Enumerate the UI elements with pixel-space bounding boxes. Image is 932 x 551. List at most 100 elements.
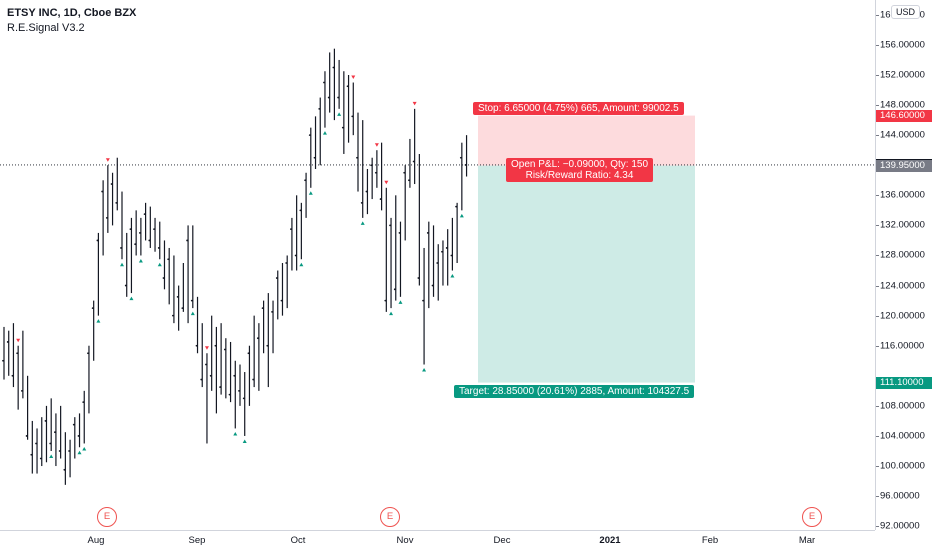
price-chart[interactable] <box>0 0 875 530</box>
ohlc-close-dot <box>360 201 363 204</box>
ohlc-close-dot <box>176 295 179 298</box>
price-tick-label: 132.00000 <box>880 219 925 231</box>
price-tick-label: 136.00000 <box>880 189 925 201</box>
price-tick-label: 124.00000 <box>880 280 925 292</box>
currency-button[interactable]: USD <box>891 5 921 19</box>
stop-label[interactable]: Stop: 6.65000 (4.75%) 665, Amount: 99002… <box>473 101 684 115</box>
ohlc-close-dot <box>247 352 250 355</box>
ohlc-close-dot <box>124 284 127 287</box>
ohlc-close-dot <box>181 307 184 310</box>
ohlc-close-dot <box>143 213 146 216</box>
ohlc-close-dot <box>256 337 259 340</box>
ohlc-close-dot <box>337 96 340 99</box>
buy-signal-marker <box>360 221 365 225</box>
buy-signal-marker <box>138 258 143 263</box>
sell-signal-marker <box>204 346 209 350</box>
ohlc-close-dot <box>285 262 288 264</box>
ohlc-close-dot <box>431 284 434 287</box>
buy-signal-marker <box>120 262 124 267</box>
price-tick-mark <box>876 315 879 317</box>
ohlc-close-dot <box>422 299 424 302</box>
price-tick-label: 156.00000 <box>880 39 925 51</box>
sell-signal-marker <box>16 338 21 343</box>
time-tick-label: Mar <box>798 535 816 546</box>
buy-signal-marker <box>459 213 464 218</box>
ohlc-close-dot <box>271 310 273 313</box>
ohlc-close-dot <box>341 126 344 129</box>
buy-signal-marker <box>49 454 54 458</box>
ohlc-close-dot <box>120 247 122 249</box>
price-tick-label: 104.00000 <box>880 430 925 442</box>
buy-signal-marker <box>337 112 342 116</box>
ohlc-close-dot <box>228 393 231 396</box>
ohlc-close-dot <box>63 468 66 471</box>
ohlc-close-dot <box>417 277 420 279</box>
time-scale[interactable]: Aug Sep Oct Nov Dec 2021 Feb Mar <box>0 530 875 551</box>
risk-reward-text: Risk/Reward Ratio: 4.34 <box>525 169 634 181</box>
sell-signal-marker <box>412 101 417 106</box>
open-pnl-label[interactable]: Open P&L: −0.09000, Qty: 150 Risk/Reward… <box>506 157 654 182</box>
ohlc-close-dot <box>266 344 269 347</box>
time-tick-label: Oct <box>290 535 306 546</box>
ohlc-close-dot <box>351 115 354 118</box>
ohlc-close-dot <box>68 450 70 452</box>
ohlc-close-dot <box>445 247 448 249</box>
ohlc-close-dot <box>134 243 137 246</box>
ohlc-close-dot <box>91 307 94 310</box>
indicator-name[interactable]: R.E.Signal V3.2 <box>7 22 85 34</box>
ohlc-close-dot <box>190 299 193 302</box>
ohlc-close-dot <box>72 423 75 426</box>
earnings-badge[interactable]: E <box>380 507 400 527</box>
price-label: 146.60000 <box>876 109 932 122</box>
ohlc-close-dot <box>374 171 377 174</box>
ohlc-close-dot <box>49 442 52 445</box>
price-tick-mark <box>876 466 879 468</box>
symbol-title[interactable]: ETSY INC, 1D, Cboe BZX <box>7 7 137 19</box>
buy-signal-marker <box>450 274 455 278</box>
price-tick-mark <box>876 405 879 407</box>
buy-signal-marker <box>242 439 247 443</box>
price-tick-mark <box>876 75 879 76</box>
ohlc-close-dot <box>261 307 264 310</box>
ohlc-close-dot <box>403 171 406 174</box>
price-scale[interactable]: 160.00000156.00000152.00000148.00000144.… <box>875 0 932 532</box>
ohlc-close-dot <box>186 239 188 242</box>
ohlc-close-dot <box>44 420 47 422</box>
price-tick-mark <box>876 105 879 107</box>
ohlc-close-dot <box>77 435 80 437</box>
price-tick-mark <box>876 285 879 287</box>
ohlc-close-dot <box>327 96 330 99</box>
ohlc-close-dot <box>20 389 23 392</box>
ohlc-close-dot <box>223 348 226 351</box>
price-tick-mark <box>876 44 879 46</box>
price-tick-label: 152.00000 <box>880 69 925 81</box>
ohlc-close-dot <box>389 224 391 227</box>
buy-signal-marker <box>422 368 427 372</box>
chart-pane[interactable]: ETSY INC, 1D, Cboe BZX R.E.Signal V3.2 S… <box>0 0 875 530</box>
price-tick-label: 120.00000 <box>880 310 925 322</box>
stop-zone <box>478 115 695 166</box>
ohlc-close-dot <box>214 344 217 347</box>
ohlc-close-dot <box>323 81 325 84</box>
earnings-badge[interactable]: E <box>802 507 822 527</box>
sell-signal-marker <box>351 75 356 80</box>
buy-signal-marker <box>96 319 101 323</box>
price-tick-label: 148.00000 <box>880 99 925 111</box>
ohlc-close-dot <box>346 85 349 88</box>
price-tick-label: 92.00000 <box>880 520 920 532</box>
target-label[interactable]: Target: 28.85000 (20.61%) 2885, Amount: … <box>454 384 695 398</box>
ohlc-close-dot <box>275 277 278 279</box>
time-tick-label: Nov <box>396 535 414 546</box>
ohlc-close-dot <box>393 288 396 291</box>
price-tick-label: 144.00000 <box>880 129 925 141</box>
ohlc-close-dot <box>318 107 321 110</box>
ohlc-close-dot <box>2 359 4 362</box>
ohlc-close-dot <box>290 228 292 231</box>
ohlc-close-dot <box>195 344 198 347</box>
earnings-badge[interactable]: E <box>97 507 117 527</box>
ohlc-close-dot <box>138 232 141 234</box>
ohlc-close-dot <box>25 435 28 437</box>
price-tick-mark <box>876 225 879 227</box>
ohlc-close-dot <box>441 250 443 253</box>
ohlc-close-dot <box>58 450 61 452</box>
